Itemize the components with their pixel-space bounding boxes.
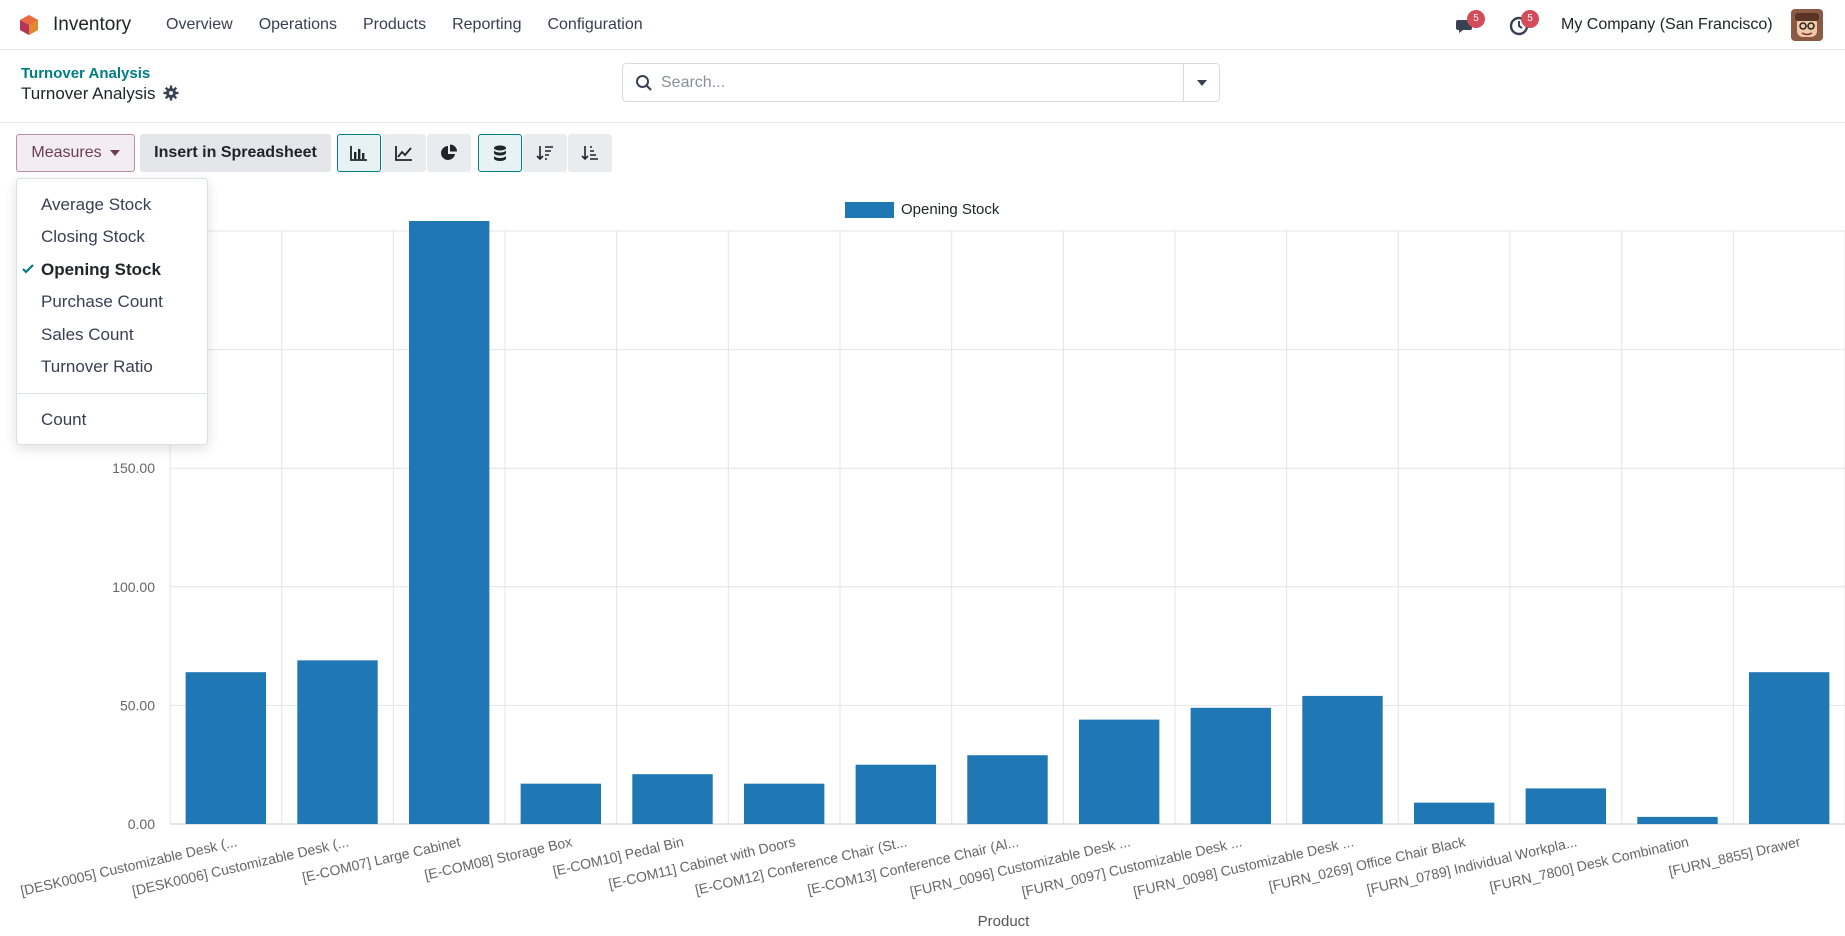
bar bbox=[185, 672, 267, 824]
dropdown-divider bbox=[17, 393, 207, 394]
measure-purchase-count[interactable]: Purchase Count bbox=[41, 292, 163, 311]
bar bbox=[743, 783, 825, 824]
bar bbox=[1078, 719, 1160, 824]
sort-ascending-icon bbox=[581, 146, 598, 161]
stacked-toggle-button[interactable] bbox=[478, 134, 522, 172]
bar bbox=[632, 774, 713, 824]
measures-button[interactable]: Measures bbox=[16, 134, 135, 172]
legend-swatch[interactable] bbox=[845, 201, 894, 218]
line-chart-icon bbox=[395, 146, 412, 161]
bar bbox=[1525, 788, 1607, 824]
breadcrumb[interactable]: Turnover Analysis bbox=[21, 65, 151, 82]
activities-badge: 5 bbox=[1521, 10, 1539, 28]
bar bbox=[967, 755, 1048, 824]
top-navbar: Inventory Overview Operations Products R… bbox=[0, 0, 1845, 50]
y-tick-label: 150.00 bbox=[112, 460, 155, 476]
measure-opening-stock[interactable]: Opening Stock bbox=[22, 260, 161, 280]
chart-legend: Opening Stock bbox=[845, 201, 999, 218]
main-menu: Overview Operations Products Reporting C… bbox=[166, 16, 669, 34]
bar bbox=[1302, 695, 1383, 824]
x-axis-title: Product bbox=[978, 913, 1031, 930]
measure-average-stock[interactable]: Average Stock bbox=[41, 195, 152, 214]
x-tick-label: [FURN_7800] Desk Combination bbox=[1488, 833, 1690, 894]
line-chart-button[interactable] bbox=[382, 134, 426, 172]
user-avatar-icon bbox=[1791, 9, 1823, 41]
y-tick-label: 50.00 bbox=[120, 697, 155, 713]
bar bbox=[1637, 816, 1718, 824]
measure-sales-count[interactable]: Sales Count bbox=[41, 325, 134, 344]
y-tick-label: 100.00 bbox=[112, 579, 155, 595]
database-icon bbox=[494, 145, 506, 161]
measure-opening-stock-label: Opening Stock bbox=[41, 260, 161, 279]
checkmark-icon bbox=[22, 264, 34, 274]
insert-in-spreadsheet-button[interactable]: Insert in Spreadsheet bbox=[140, 134, 331, 172]
measure-closing-stock[interactable]: Closing Stock bbox=[41, 227, 145, 246]
measures-label: Measures bbox=[31, 144, 102, 161]
pie-chart-button[interactable] bbox=[427, 134, 471, 172]
bar bbox=[297, 660, 378, 824]
header-divider bbox=[0, 122, 1845, 123]
search-input[interactable] bbox=[661, 70, 1161, 96]
bar bbox=[1748, 672, 1830, 824]
bar bbox=[855, 764, 937, 824]
page-title: Turnover Analysis bbox=[21, 84, 156, 103]
caret-down-icon bbox=[1196, 79, 1207, 86]
messages-badge: 5 bbox=[1467, 10, 1485, 28]
bar bbox=[1413, 802, 1495, 824]
menu-configuration[interactable]: Configuration bbox=[547, 16, 643, 33]
gear-icon[interactable] bbox=[163, 85, 179, 101]
company-switcher[interactable]: My Company (San Francisco) bbox=[1561, 16, 1773, 33]
search-icon bbox=[636, 75, 652, 91]
measure-count[interactable]: Count bbox=[41, 410, 87, 429]
menu-overview[interactable]: Overview bbox=[166, 16, 233, 33]
search-options-toggle[interactable] bbox=[1183, 64, 1219, 101]
menu-products[interactable]: Products bbox=[362, 16, 427, 33]
pie-chart-icon bbox=[441, 144, 457, 160]
bar bbox=[520, 783, 602, 824]
messages-button[interactable]: 5 bbox=[1455, 10, 1485, 36]
app-name[interactable]: Inventory bbox=[53, 14, 132, 35]
y-tick-label: 0.00 bbox=[128, 816, 155, 832]
measures-dropdown: Average Stock Closing Stock Opening Stoc… bbox=[16, 178, 208, 445]
search-bar bbox=[622, 63, 1220, 102]
caret-down-icon bbox=[109, 150, 120, 156]
sort-ascending-button[interactable] bbox=[568, 134, 612, 172]
menu-operations[interactable]: Operations bbox=[258, 16, 337, 33]
measure-turnover-ratio[interactable]: Turnover Ratio bbox=[41, 357, 153, 376]
activities-button[interactable]: 5 bbox=[1509, 10, 1539, 36]
bar-chart-button[interactable] bbox=[337, 134, 381, 172]
legend-label: Opening Stock bbox=[901, 201, 1000, 218]
sort-descending-button[interactable] bbox=[523, 134, 567, 172]
menu-reporting[interactable]: Reporting bbox=[452, 16, 522, 33]
bar bbox=[1190, 707, 1272, 824]
avatar[interactable] bbox=[1791, 9, 1823, 41]
inventory-app-icon[interactable] bbox=[18, 14, 40, 36]
bar bbox=[408, 221, 490, 824]
bar-chart-icon bbox=[350, 146, 367, 161]
sort-descending-icon bbox=[536, 146, 553, 161]
